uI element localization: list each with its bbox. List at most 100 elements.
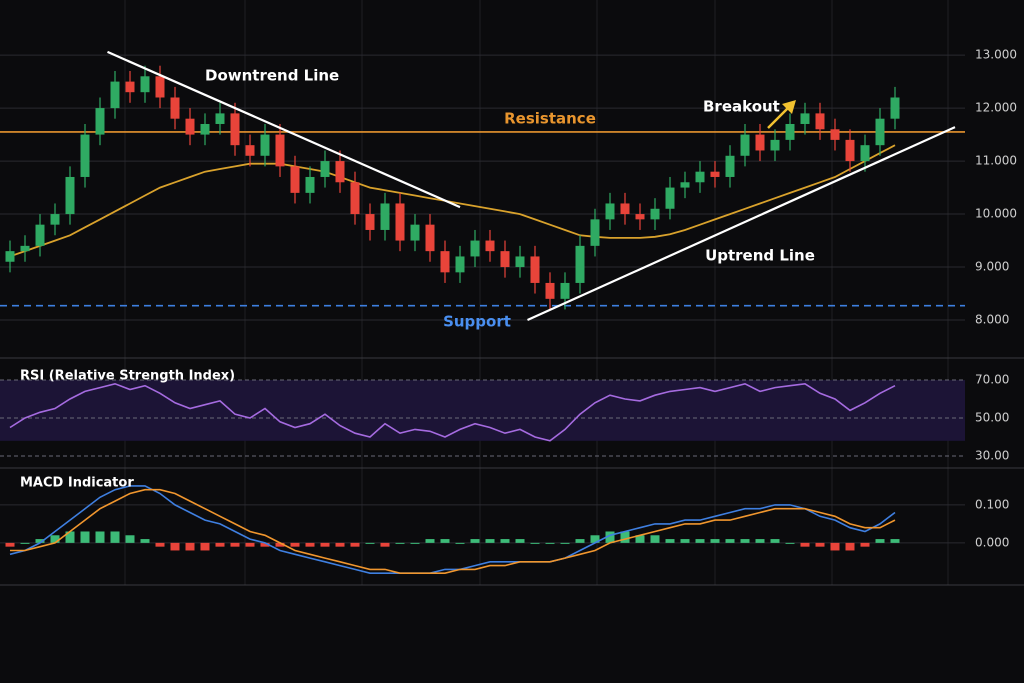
candle-body	[395, 203, 405, 241]
histogram-bar	[335, 542, 345, 547]
breakout-arrow	[767, 100, 796, 129]
annotation: Breakout	[703, 98, 780, 116]
candle-body	[860, 145, 870, 162]
histogram-bar	[245, 542, 255, 547]
histogram-bar	[590, 535, 600, 543]
macd-line	[10, 488, 896, 574]
histogram-bar	[635, 535, 645, 543]
candle-body	[440, 251, 450, 273]
trendline	[107, 50, 461, 209]
candle-body	[425, 224, 435, 252]
histogram-bar	[710, 539, 720, 543]
candle-body	[230, 113, 240, 146]
histogram-bar	[830, 542, 840, 551]
histogram-bar	[50, 535, 60, 543]
rsi-line	[9, 382, 896, 442]
histogram-bar	[665, 539, 675, 543]
candle-body	[350, 182, 360, 215]
histogram-bar	[380, 542, 390, 547]
candle-body	[290, 166, 300, 193]
candle-body	[710, 171, 720, 177]
candle-body	[635, 214, 645, 220]
histogram-bar	[5, 542, 15, 547]
annotation: Uptrend Line	[705, 247, 815, 265]
candle-body	[590, 219, 600, 246]
candle-body	[485, 240, 495, 252]
candle-body	[680, 182, 690, 188]
moving-average	[9, 144, 896, 258]
candle-body	[815, 113, 825, 130]
plot-layer: 8.000 9.000 10.000 11.000 12.000 13.000 30.00 5…	[0, 48, 1017, 574]
y-tick-label: 8.000	[975, 313, 1009, 327]
histogram-bar	[305, 542, 315, 547]
candle-body	[95, 108, 105, 135]
candle-body	[140, 76, 150, 93]
y-tick-label: 10.000	[975, 207, 1017, 221]
histogram-bar	[350, 542, 360, 547]
histogram-bar	[875, 539, 885, 543]
candle-body	[50, 214, 60, 225]
histogram-bar	[860, 542, 870, 547]
arrow-shaft	[767, 107, 789, 129]
histogram-bar	[140, 539, 150, 543]
candle-body	[305, 176, 315, 193]
candle-body	[800, 113, 810, 124]
y-tick-label: 30.00	[975, 449, 1009, 463]
rsi-band	[0, 380, 965, 441]
histogram-bar	[575, 539, 585, 543]
candle-body	[110, 81, 120, 109]
histogram-bar	[215, 542, 225, 547]
histogram-bar	[275, 542, 285, 547]
histogram-bar	[410, 542, 420, 544]
annotation: Resistance	[504, 110, 596, 128]
candle-body	[830, 129, 840, 140]
candle-body	[410, 224, 420, 241]
candle-body	[560, 282, 570, 299]
histogram-bar	[680, 539, 690, 543]
candle-body	[695, 171, 705, 183]
histogram-bar	[185, 542, 195, 551]
arrow-head	[782, 100, 796, 114]
histogram-bar	[395, 542, 405, 544]
histogram-bar	[440, 539, 450, 543]
y-tick-label: 0.000	[975, 535, 1009, 549]
histogram-bar	[500, 539, 510, 543]
histogram-bar	[260, 542, 270, 547]
y-tick-label: 9.000	[975, 260, 1009, 274]
candle-body	[545, 282, 555, 299]
candle-body	[260, 134, 270, 156]
candle-body	[620, 203, 630, 215]
candle-body	[200, 123, 210, 135]
y-tick-label: 50.00	[975, 411, 1009, 425]
histogram-bar	[785, 542, 795, 544]
histogram-bar	[515, 539, 525, 543]
candle-body	[35, 224, 45, 246]
candle-body	[245, 145, 255, 156]
histogram-bar	[755, 539, 765, 543]
candle-body	[605, 203, 615, 220]
panel-title: RSI (Relative Strength Index)	[20, 369, 235, 384]
candle-body	[650, 208, 660, 220]
y-tick-label: 12.000	[975, 101, 1017, 115]
histogram-bar	[170, 542, 180, 551]
candle-body	[155, 76, 165, 98]
histogram-bar	[365, 542, 375, 544]
histogram-bar	[470, 539, 480, 543]
panel-title: MACD Indicator	[20, 476, 134, 491]
histogram-bar	[800, 542, 810, 547]
histogram-bar	[740, 539, 750, 543]
candle-body	[740, 134, 750, 156]
histogram-bar	[95, 531, 105, 543]
histogram-bar	[155, 542, 165, 547]
candle-body	[530, 256, 540, 283]
histogram-bar	[770, 539, 780, 543]
panel-separators	[0, 357, 1024, 586]
candle-body	[890, 97, 900, 119]
histogram-bar	[455, 542, 465, 544]
candle-body	[5, 251, 15, 262]
candle-body	[515, 256, 525, 268]
annotation: Downtrend Line	[205, 67, 339, 85]
candle-body	[785, 123, 795, 140]
